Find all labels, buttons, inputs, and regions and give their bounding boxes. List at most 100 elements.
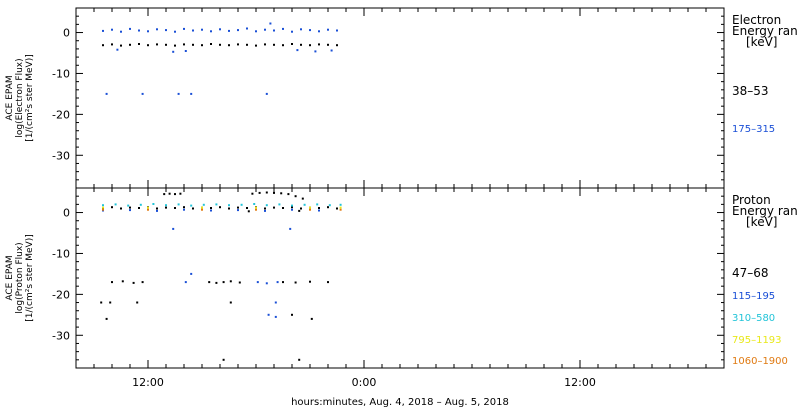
data-point xyxy=(246,27,248,30)
data-point xyxy=(282,207,284,209)
data-point xyxy=(190,92,193,95)
data-point xyxy=(174,30,176,33)
data-point xyxy=(274,315,277,318)
data-point xyxy=(265,191,268,194)
data-point xyxy=(287,193,290,196)
data-point xyxy=(102,204,104,207)
y-tick-label: -10 xyxy=(52,247,70,260)
data-point xyxy=(172,227,175,230)
data-point xyxy=(309,280,311,283)
data-point xyxy=(282,27,284,30)
data-point xyxy=(296,49,299,52)
data-point xyxy=(129,209,131,212)
data-point xyxy=(228,44,230,47)
data-point xyxy=(273,29,275,32)
data-point xyxy=(298,358,301,361)
data-point xyxy=(265,92,268,95)
legend-title: [keV] xyxy=(746,35,777,49)
data-point xyxy=(127,204,130,207)
data-point xyxy=(291,313,293,316)
data-point xyxy=(256,281,259,284)
data-point xyxy=(201,206,203,209)
data-point xyxy=(138,29,140,32)
data-point xyxy=(229,280,232,283)
legend-entry: 310–580 xyxy=(732,313,775,324)
data-point xyxy=(255,44,257,47)
data-point xyxy=(316,203,319,206)
data-point xyxy=(177,203,180,206)
data-point xyxy=(339,206,342,209)
data-point xyxy=(201,28,203,31)
data-point xyxy=(255,30,257,33)
data-point xyxy=(336,29,338,32)
data-point xyxy=(237,209,239,212)
data-point xyxy=(219,206,221,209)
data-point xyxy=(183,206,185,209)
data-point xyxy=(215,203,218,206)
data-point xyxy=(328,204,331,207)
data-point xyxy=(274,301,277,304)
data-point xyxy=(294,281,297,284)
data-point xyxy=(168,192,171,195)
data-point xyxy=(318,209,320,212)
data-point xyxy=(183,208,185,211)
data-point xyxy=(301,197,304,200)
data-point xyxy=(300,207,302,210)
y-tick-label: -30 xyxy=(52,329,70,342)
y-tick-label: -10 xyxy=(52,67,70,80)
data-point xyxy=(255,206,257,209)
data-point xyxy=(222,281,225,284)
data-point xyxy=(102,206,104,209)
data-point xyxy=(139,203,142,206)
data-point xyxy=(114,203,117,206)
data-point xyxy=(280,192,283,195)
data-point xyxy=(190,272,193,275)
data-point xyxy=(318,30,320,33)
data-point xyxy=(219,28,221,31)
data-point xyxy=(138,207,140,209)
data-point xyxy=(147,208,149,211)
data-point xyxy=(246,207,248,209)
data-point xyxy=(192,43,194,46)
data-point xyxy=(336,44,338,47)
data-point xyxy=(330,49,333,52)
y-tick-label: 0 xyxy=(63,207,70,220)
x-tick-label: 12:00 xyxy=(132,376,164,389)
data-point xyxy=(147,30,149,33)
data-point xyxy=(228,204,230,207)
data-point xyxy=(192,29,194,32)
data-point xyxy=(210,43,212,45)
data-point xyxy=(141,92,144,95)
data-point xyxy=(228,29,230,32)
data-point xyxy=(309,208,311,211)
data-point xyxy=(172,50,175,53)
data-point xyxy=(291,204,293,207)
data-point xyxy=(129,27,131,30)
data-point xyxy=(291,30,293,33)
data-point xyxy=(253,203,256,205)
data-point xyxy=(327,28,329,31)
data-point xyxy=(165,204,167,207)
data-point xyxy=(147,44,149,47)
data-point xyxy=(300,28,302,31)
data-point xyxy=(102,29,104,32)
data-point xyxy=(258,191,261,194)
data-point xyxy=(120,44,122,47)
data-point xyxy=(291,206,293,209)
data-point xyxy=(111,28,113,31)
data-point xyxy=(303,203,306,206)
data-point xyxy=(165,29,167,32)
data-point xyxy=(177,92,180,95)
data-point xyxy=(111,206,113,209)
legend-title: Energy ran xyxy=(732,204,798,218)
y-axis-label: log(Proton Flux) xyxy=(15,242,25,313)
data-point xyxy=(105,317,108,320)
legend-entry: 795–1193 xyxy=(732,335,782,346)
data-point xyxy=(276,281,279,284)
data-point xyxy=(179,192,182,195)
data-point xyxy=(222,358,225,361)
data-point xyxy=(291,208,293,211)
data-point xyxy=(147,206,149,209)
data-point xyxy=(184,50,187,52)
